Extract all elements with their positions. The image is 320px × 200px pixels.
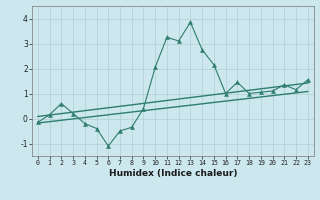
X-axis label: Humidex (Indice chaleur): Humidex (Indice chaleur) (108, 169, 237, 178)
